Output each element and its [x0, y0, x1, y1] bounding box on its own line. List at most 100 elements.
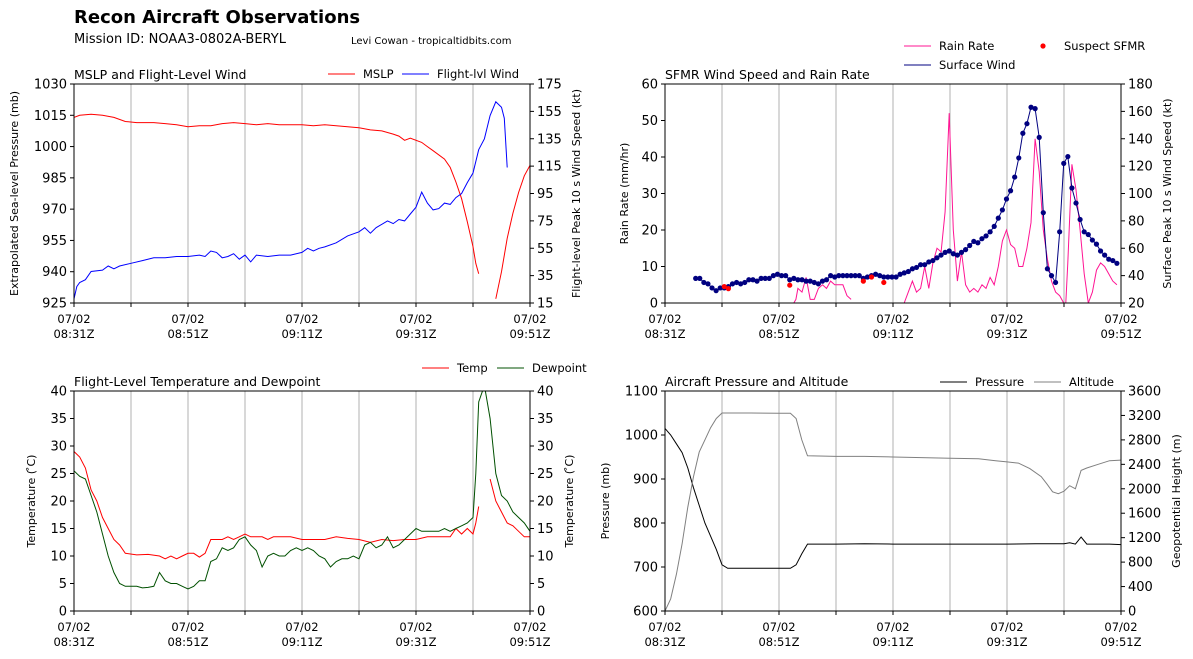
y-tick-label-right: 60 [1128, 242, 1145, 257]
x-tick-label: 08:51Z [758, 635, 799, 649]
y-tick-label-left: 20 [50, 495, 67, 510]
data-point-suspect-sfmr [725, 286, 731, 292]
y-axis-label-right: Surface Peak 10 s Wind Speed (kt) [1161, 98, 1174, 288]
data-point-surface-wind [1016, 155, 1022, 161]
data-point-surface-wind [791, 275, 797, 281]
y-tick-label-right: 2400 [1128, 458, 1161, 473]
data-point-surface-wind [738, 281, 744, 287]
y-tick-label-left: 900 [633, 473, 658, 488]
data-point-surface-wind [864, 274, 871, 280]
chart-title: MSLP and Flight-Level Wind [74, 67, 246, 82]
series-group [74, 100, 530, 301]
credit: Levi Cowan - tropicaltidbits.com [351, 36, 512, 47]
data-point-surface-wind [991, 223, 997, 229]
y-tick-label-right: 3600 [1128, 385, 1161, 400]
data-point-surface-wind [889, 274, 895, 280]
series-group [74, 391, 530, 590]
series-line-surface-wind [863, 106, 1118, 285]
x-tick-label: 09:11Z [281, 327, 322, 341]
x-tick-label: 07/02 [171, 312, 204, 326]
data-point-surface-wind [701, 279, 707, 286]
x-tick-label: 07/02 [990, 620, 1023, 634]
data-point-surface-wind [946, 248, 952, 254]
data-point-surface-wind [1073, 200, 1079, 206]
y-tick-label-left: 35 [50, 412, 67, 427]
data-point-surface-wind [709, 285, 715, 291]
y-tick-label-left: 60 [641, 78, 658, 93]
legend: Rain Rate Surface Wind Suspect SFMR [904, 39, 1145, 72]
y-tick-label-right: 100 [1128, 187, 1153, 202]
y-tick-label-right: 5 [537, 577, 545, 592]
y-tick-label-left: 940 [42, 265, 67, 280]
legend-label: Flight-lvl Wind [437, 67, 519, 81]
data-point-surface-wind [848, 273, 854, 279]
series-line-rain-rate [875, 113, 1118, 303]
legend-label: Dewpoint [532, 361, 587, 375]
data-point-surface-wind [979, 236, 985, 242]
data-point-surface-wind [799, 277, 805, 283]
y-tick-label-right: 40 [1128, 269, 1145, 284]
data-point-surface-wind [897, 271, 903, 277]
y-tick-label-right: 140 [1128, 132, 1153, 147]
x-tick-label: 07/02 [1104, 620, 1137, 634]
data-point-surface-wind [938, 252, 944, 258]
y-axis-label-left: Temperature ( ̊C) [25, 455, 38, 549]
chart-press-alt: 07/0208:31Z07/0208:51Z07/0209:11Z07/0209… [599, 374, 1183, 649]
data-point-surface-wind [693, 275, 699, 281]
y-tick-label-right: 10 [537, 550, 554, 565]
data-point-surface-wind [1102, 252, 1108, 258]
data-point-surface-wind [823, 277, 830, 283]
x-tick-label: 07/02 [762, 620, 795, 634]
y-tick-label-right: 35 [537, 412, 554, 427]
y-axis-label-right: Geopotential Height (m) [1170, 434, 1183, 568]
x-tick-label: 07/02 [171, 620, 204, 634]
data-point-surface-wind [832, 274, 838, 280]
y-tick-label-left: 40 [641, 151, 658, 166]
series-group [665, 412, 1121, 611]
data-point-surface-wind [1081, 229, 1087, 235]
x-tick-label: 09:31Z [986, 635, 1027, 649]
y-tick-label-left: 925 [42, 297, 67, 312]
data-point-surface-wind [999, 207, 1005, 213]
data-point-surface-wind [758, 275, 764, 281]
y-tick-label-left: 1015 [34, 109, 67, 124]
data-point-surface-wind [803, 278, 809, 284]
y-tick-label-right: 55 [537, 242, 554, 257]
y-tick-label-right: 120 [1128, 160, 1153, 175]
y-tick-label-right: 160 [1128, 105, 1153, 120]
legend-label: Altitude [1069, 375, 1114, 389]
data-point-surface-wind [1114, 260, 1120, 266]
x-tick-label: 08:51Z [167, 635, 208, 649]
legend-label: Rain Rate [939, 39, 994, 53]
data-point-surface-wind [733, 279, 740, 286]
data-point-surface-wind [983, 233, 989, 239]
series-line-mslp [74, 113, 480, 274]
legend-label: MSLP [363, 67, 394, 81]
x-tick-label: 09:11Z [281, 635, 322, 649]
x-tick-label: 07/02 [399, 312, 432, 326]
y-tick-label-right: 115 [537, 160, 562, 175]
x-tick-label: 09:31Z [395, 327, 436, 341]
y-tick-label-right: 20 [1128, 297, 1145, 312]
data-point-surface-wind [942, 249, 948, 255]
y-tick-label-right: 400 [1128, 580, 1153, 595]
x-tick-label: 07/02 [990, 312, 1023, 326]
data-point-surface-wind [1106, 256, 1112, 262]
y-tick-label-right: 35 [537, 269, 554, 284]
data-point-surface-wind [958, 249, 965, 255]
data-point-surface-wind [1057, 229, 1063, 235]
mission-id: Mission ID: NOAA3-0802A-BERYL [74, 32, 286, 47]
y-axis-label-left: Extrapolated Sea-level Pressure (mb) [8, 91, 21, 296]
x-tick-label: 08:31Z [53, 635, 94, 649]
y-tick-label-right: 0 [1128, 605, 1136, 620]
data-point-suspect-sfmr [787, 282, 793, 288]
y-tick-label-right: 1600 [1128, 507, 1161, 522]
y-tick-label-left: 40 [50, 385, 67, 400]
data-point-surface-wind [1052, 279, 1059, 286]
legend-label: Temp [456, 361, 488, 375]
chart-title: Aircraft Pressure and Altitude [665, 374, 849, 389]
data-point-surface-wind [1024, 121, 1030, 127]
y-tick-label-left: 800 [633, 517, 658, 532]
data-point-surface-wind [873, 271, 879, 277]
chart-title: Flight-Level Temperature and Dewpoint [74, 374, 321, 389]
